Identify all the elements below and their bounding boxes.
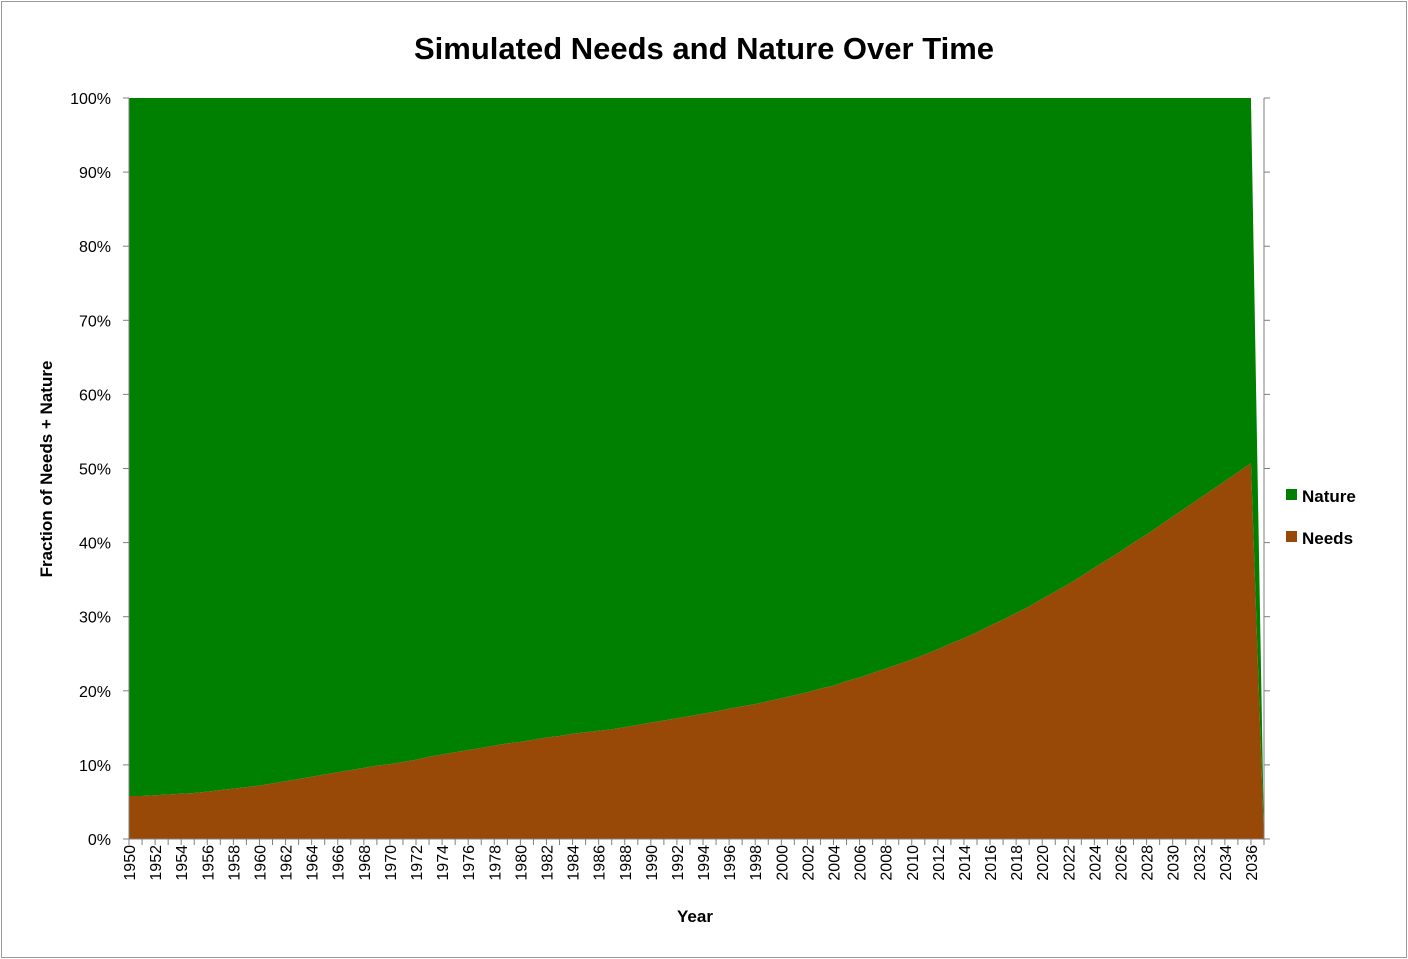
x-tick-label: 1982 xyxy=(539,845,556,881)
x-tick-label: 1954 xyxy=(174,845,191,881)
x-axis-title: Year xyxy=(677,907,713,926)
x-tick-label: 2020 xyxy=(1035,845,1052,881)
x-tick-label: 1974 xyxy=(435,845,452,881)
y-tick-label: 0% xyxy=(88,832,111,849)
y-tick-label: 90% xyxy=(79,165,111,182)
y-tick-label: 20% xyxy=(79,684,111,701)
x-tick-label: 2032 xyxy=(1192,845,1209,881)
area-needs xyxy=(129,463,1264,839)
legend-label-nature: Nature xyxy=(1302,487,1356,506)
area-nature xyxy=(129,98,1264,839)
x-tick-label: 2006 xyxy=(853,845,870,881)
x-tick-label: 1970 xyxy=(383,845,400,881)
y-tick-label: 80% xyxy=(79,239,111,256)
y-tick-label: 60% xyxy=(79,387,111,404)
y-axis-title: Fraction of Needs + Nature xyxy=(37,361,56,578)
x-tick-label: 2034 xyxy=(1218,845,1235,881)
x-tick-label: 1984 xyxy=(566,845,583,881)
x-tick-label: 2016 xyxy=(983,845,1000,881)
x-tick-label: 2030 xyxy=(1166,845,1183,881)
x-axis: 1950 1952 1954 1956 1958 1960 1962 1964 1966 1968… xyxy=(122,838,1265,881)
x-tick-label: 2010 xyxy=(905,845,922,881)
x-tick-label: 2002 xyxy=(800,845,817,881)
legend-swatch-needs xyxy=(1286,531,1297,542)
legend-swatch-nature xyxy=(1286,489,1297,500)
x-tick-label: 2008 xyxy=(879,845,896,881)
x-tick-label: 1994 xyxy=(696,845,713,881)
legend: Nature Needs xyxy=(1286,487,1356,548)
y-tick-label: 30% xyxy=(79,610,111,627)
x-tick-label: 2018 xyxy=(1009,845,1026,881)
x-tick-label: 2022 xyxy=(1061,845,1078,881)
x-tick-label: 2036 xyxy=(1244,845,1261,881)
x-tick-label: 1988 xyxy=(618,845,635,881)
x-tick-label: 1958 xyxy=(226,845,243,881)
x-tick-label: 1992 xyxy=(670,845,687,881)
x-tick-label: 1998 xyxy=(748,845,765,881)
x-tick-label: 2004 xyxy=(826,845,843,881)
x-tick-label: 2000 xyxy=(774,845,791,881)
x-tick-label: 1976 xyxy=(461,845,478,881)
x-tick-label: 1972 xyxy=(409,845,426,881)
x-tick-label: 1966 xyxy=(331,845,348,881)
x-tick-label: 1964 xyxy=(305,845,322,881)
y-tick-label: 100% xyxy=(70,91,111,108)
x-tick-label: 1996 xyxy=(722,845,739,881)
x-tick-label: 1956 xyxy=(200,845,217,881)
x-tick-label: 2014 xyxy=(957,845,974,881)
x-tick-label: 2024 xyxy=(1087,845,1104,881)
x-tick-label: 1960 xyxy=(252,845,269,881)
chart-title: Simulated Needs and Nature Over Time xyxy=(414,31,994,66)
x-tick-label: 1980 xyxy=(513,845,530,881)
x-tick-label: 1962 xyxy=(279,845,296,881)
y-tick-label: 50% xyxy=(79,462,111,479)
x-tick-label: 2028 xyxy=(1140,845,1157,881)
y-tick-label: 70% xyxy=(79,313,111,330)
x-tick-label: 1952 xyxy=(148,845,165,881)
x-tick-label: 1968 xyxy=(357,845,374,881)
y-tick-label: 40% xyxy=(79,536,111,553)
x-tick-label: 2026 xyxy=(1113,845,1130,881)
x-tick-label: 1990 xyxy=(644,845,661,881)
x-tick-label: 2012 xyxy=(931,845,948,881)
x-tick-label: 1986 xyxy=(592,845,609,881)
legend-label-needs: Needs xyxy=(1302,529,1353,548)
x-tick-label: 1978 xyxy=(487,845,504,881)
y-axis: 0% 10% 20% 30% 40% 50% 60% 70% 80% 90% 100% xyxy=(70,91,1270,849)
plot-area xyxy=(129,98,1264,839)
x-tick-label: 1950 xyxy=(122,845,139,881)
y-tick-label: 10% xyxy=(79,758,111,775)
